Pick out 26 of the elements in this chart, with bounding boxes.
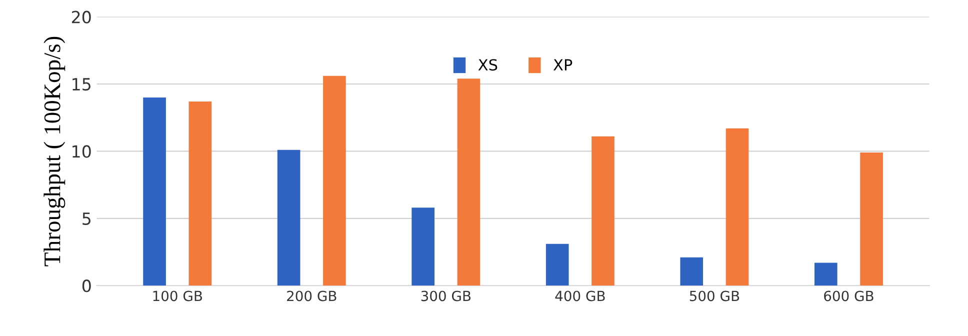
bar xyxy=(323,76,346,286)
bar xyxy=(457,78,480,286)
x-tick-label: 600 GB xyxy=(824,290,874,302)
y-tick-label: 15 xyxy=(72,78,90,91)
x-tick-label: 400 GB xyxy=(555,290,605,302)
y-tick-label: 10 xyxy=(72,145,91,158)
bar xyxy=(814,262,838,286)
bar xyxy=(277,150,300,286)
y-tick-label: 20 xyxy=(72,10,91,24)
legend-label: XS xyxy=(478,59,498,71)
bar xyxy=(188,101,212,286)
bar xyxy=(412,208,434,286)
y-tick-label: 5 xyxy=(82,212,90,225)
x-tick-label: 500 GB xyxy=(690,290,740,302)
legend-label: XP xyxy=(553,59,572,70)
y-tick-label: 0 xyxy=(82,280,91,292)
x-tick-label: 100 GB xyxy=(153,290,202,302)
bar xyxy=(143,97,166,286)
bar xyxy=(546,244,569,286)
bar xyxy=(592,136,614,286)
bar xyxy=(680,257,704,286)
bar xyxy=(726,128,749,286)
y-axis-title: Throughput ( 100Kop/s) xyxy=(44,36,66,266)
x-tick-label: 300 GB xyxy=(421,290,471,302)
bar xyxy=(860,152,883,286)
x-tick-label: 200 GB xyxy=(287,290,336,302)
